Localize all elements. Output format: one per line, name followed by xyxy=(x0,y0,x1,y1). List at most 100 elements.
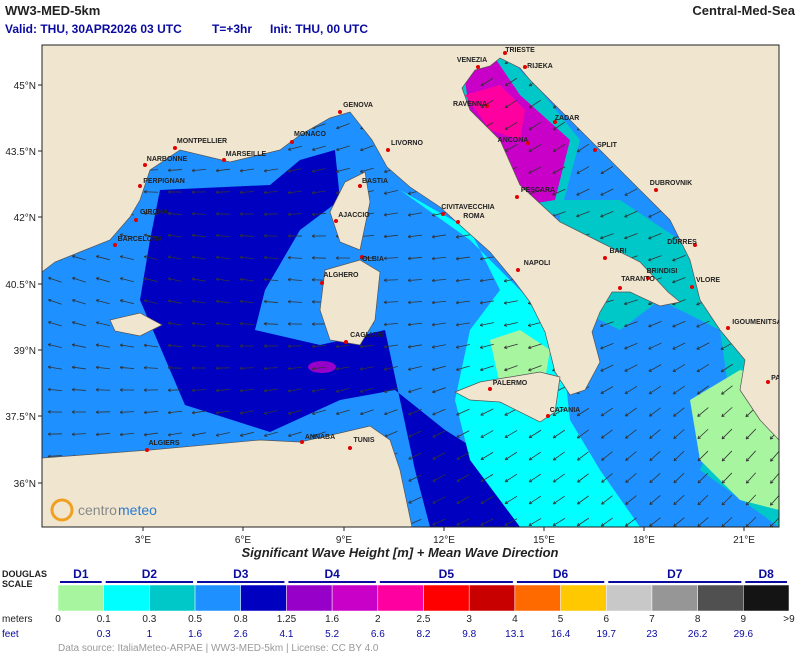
city-dot xyxy=(654,188,658,192)
arrow-head xyxy=(770,480,774,484)
arrow-head xyxy=(383,256,387,261)
footer: Data source: ItaliaMeteo-ARPAE | WW3-MED… xyxy=(58,643,379,654)
wave-arrow xyxy=(601,451,613,461)
arrow-head xyxy=(456,456,460,460)
arrow-head xyxy=(649,413,653,417)
wave-arrow xyxy=(96,344,110,348)
arrow-head xyxy=(239,299,243,304)
arrow-head xyxy=(456,412,460,416)
wave-arrow xyxy=(48,344,62,348)
arrow-head xyxy=(143,211,147,216)
arrow-head xyxy=(239,344,243,348)
arrow-head xyxy=(672,236,676,240)
arrow-head xyxy=(696,346,700,350)
logo-text: centro xyxy=(78,502,117,518)
arrow-head xyxy=(625,523,629,527)
city-label: MONACO xyxy=(294,131,326,138)
wave-arrow xyxy=(95,366,111,370)
wave-arrow xyxy=(191,168,207,172)
arrow-head xyxy=(624,301,628,306)
wave-arrow xyxy=(215,388,231,392)
arrow-head xyxy=(696,302,700,306)
wave-arrow xyxy=(71,389,87,391)
arrow-head xyxy=(576,412,581,417)
arrow-head xyxy=(167,277,172,281)
arrow-head xyxy=(456,367,460,372)
wave-arrow xyxy=(215,234,231,238)
arrow-head xyxy=(239,255,243,260)
arrow-head xyxy=(600,323,604,328)
wave-arrow xyxy=(215,345,231,347)
wave-arrow xyxy=(192,256,206,260)
arrow-head xyxy=(528,367,532,372)
wave-arrow xyxy=(648,385,662,395)
arrow-head xyxy=(696,368,701,373)
arrow-head xyxy=(383,389,388,393)
arrow-head xyxy=(504,456,509,461)
arrow-head xyxy=(143,299,148,303)
wave-arrow xyxy=(480,256,494,260)
wave-arrow xyxy=(745,494,757,506)
arrow-head xyxy=(239,411,244,415)
arrow-head xyxy=(95,299,100,303)
arrow-head xyxy=(624,323,628,328)
wave-arrow xyxy=(288,145,302,151)
arrow-head xyxy=(119,255,124,259)
arrow-head xyxy=(672,279,676,284)
wave-arrow xyxy=(336,388,350,392)
wave-arrow xyxy=(456,234,470,238)
wave-arrow xyxy=(600,386,614,394)
wave-arrow xyxy=(168,300,182,304)
arrow-head xyxy=(287,255,291,260)
city-label: RIJEKA xyxy=(527,63,553,70)
arrow-head xyxy=(383,300,387,305)
feet-value: 5.2 xyxy=(325,629,339,640)
arrow-head xyxy=(311,190,316,195)
arrow-head xyxy=(745,458,750,462)
wave-arrow xyxy=(383,279,399,281)
city-label: OLBIA xyxy=(362,256,384,263)
arrow-head xyxy=(770,458,774,462)
arrow-head xyxy=(72,298,76,303)
city-dot xyxy=(222,158,226,162)
wave-arrow xyxy=(696,363,710,373)
arrow-head xyxy=(408,412,412,416)
wave-arrow xyxy=(553,473,565,483)
city-label: TARANTO xyxy=(621,276,655,283)
arrow-head xyxy=(360,147,364,152)
arrow-head xyxy=(672,324,676,328)
city-dot xyxy=(618,286,622,290)
wave-arrow xyxy=(601,517,613,527)
city-dot xyxy=(476,65,480,69)
wave-arrow xyxy=(264,410,278,414)
wave-arrow xyxy=(288,190,302,194)
arrow-head xyxy=(407,213,412,217)
city-dot xyxy=(488,387,492,391)
wave-arrow xyxy=(504,495,518,505)
arrow-head xyxy=(287,147,292,151)
wave-arrow xyxy=(625,473,637,483)
wave-arrow xyxy=(456,365,470,371)
city-dot xyxy=(334,219,338,223)
arrow-head xyxy=(745,413,749,418)
arrow-head xyxy=(287,212,291,217)
lon-label: 21°E xyxy=(733,535,755,546)
arrow-head xyxy=(167,299,172,303)
wave-arrow xyxy=(552,121,566,131)
arrow-head xyxy=(215,168,219,173)
wave-arrow xyxy=(528,343,542,349)
wave-arrow xyxy=(456,430,470,438)
city-label: ALGHERO xyxy=(324,272,360,279)
arrow-head xyxy=(239,233,243,238)
arrow-head xyxy=(311,278,315,282)
arrow-head xyxy=(263,212,267,216)
wave-arrow xyxy=(600,233,614,239)
meters-label: meters xyxy=(2,614,33,625)
wave-arrow xyxy=(239,323,255,325)
arrow-head xyxy=(504,478,509,483)
wave-arrow xyxy=(456,278,470,282)
arrow-head xyxy=(455,300,460,305)
wave-arrow xyxy=(528,99,542,109)
arrow-head xyxy=(119,233,124,237)
arrow-head xyxy=(552,192,556,196)
